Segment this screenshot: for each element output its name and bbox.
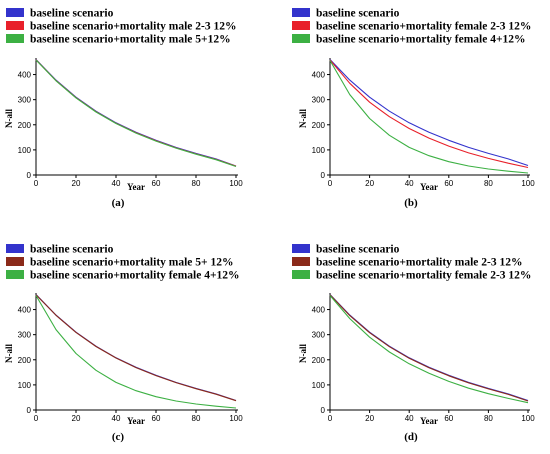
y-tick-label: 300 (312, 96, 326, 105)
x-tick-label: 40 (405, 179, 414, 188)
x-tick-label: 80 (484, 179, 493, 188)
y-tick-label: 400 (312, 71, 326, 80)
legend-label: baseline scenario (30, 8, 114, 20)
y-tick-label: 100 (18, 381, 32, 390)
x-tick-label: 100 (521, 414, 535, 423)
series-line-1 (35, 59, 237, 167)
y-tick-label: 0 (27, 406, 32, 415)
x-tick-label: 0 (34, 179, 39, 188)
y-axis-label: N-all (4, 109, 14, 128)
y-axis-label: N-all (298, 344, 308, 363)
y-tick-label: 300 (312, 331, 326, 340)
x-tick-label: 40 (405, 414, 414, 423)
panel-label: (d) (404, 431, 418, 443)
x-tick-label: 60 (152, 179, 161, 188)
legend-label: baseline scenario+mortality male 2-3 12% (30, 21, 237, 33)
series-line-3 (329, 295, 529, 404)
y-tick-label: 100 (18, 146, 32, 155)
series-line-3 (329, 60, 529, 174)
legend-swatch (292, 21, 310, 30)
series-line-3 (35, 295, 237, 409)
x-tick-label: 20 (365, 179, 374, 188)
x-tick-label: 20 (72, 414, 81, 423)
y-tick-label: 400 (18, 71, 32, 80)
series-line-3 (35, 59, 237, 168)
legend-label: baseline scenario+mortality male 5+12% (30, 34, 231, 46)
x-tick-label: 0 (328, 179, 333, 188)
x-axis-label: Year (420, 182, 438, 192)
y-tick-label: 100 (312, 381, 326, 390)
legend-label: baseline scenario+mortality male 2-3 12% (316, 257, 523, 269)
series-line-2 (35, 59, 237, 167)
x-tick-label: 0 (34, 414, 39, 423)
y-tick-label: 0 (27, 171, 32, 180)
y-tick-label: 0 (321, 406, 326, 415)
x-tick-label: 0 (328, 414, 333, 423)
x-tick-label: 80 (484, 414, 493, 423)
y-tick-label: 200 (312, 356, 326, 365)
x-axis-label: Year (420, 416, 438, 426)
legend-swatch (6, 270, 24, 279)
legend-swatch (6, 244, 24, 253)
y-tick-label: 200 (18, 121, 32, 130)
series-line-1 (329, 294, 529, 402)
panel-label: (b) (404, 197, 418, 209)
legend-label: baseline scenario+mortality female 2-3 1… (316, 270, 531, 282)
legend-swatch (292, 270, 310, 279)
x-tick-label: 100 (229, 414, 243, 423)
y-tick-label: 0 (321, 171, 326, 180)
x-tick-label: 80 (192, 414, 201, 423)
y-axis-label: N-all (298, 109, 308, 128)
x-tick-label: 60 (444, 414, 453, 423)
x-axis-label: Year (127, 182, 145, 192)
series-line-2 (329, 294, 529, 402)
series-line-1 (35, 294, 237, 402)
legend-swatch (6, 34, 24, 43)
y-tick-label: 400 (18, 306, 32, 315)
series-line-1 (329, 59, 529, 167)
legend-swatch (292, 244, 310, 253)
legend-swatch (292, 257, 310, 266)
x-tick-label: 60 (444, 179, 453, 188)
legend-label: baseline scenario+mortality female 2-3 1… (316, 21, 531, 33)
y-tick-label: 200 (312, 121, 326, 130)
x-tick-label: 40 (112, 179, 121, 188)
y-tick-label: 200 (18, 356, 32, 365)
legend-label: baseline scenario (316, 244, 400, 256)
legend-swatch (6, 8, 24, 17)
legend-swatch (292, 8, 310, 17)
legend-label: baseline scenario+mortality female 4+12% (316, 34, 526, 46)
x-axis-label: Year (127, 416, 145, 426)
panel-label: (a) (112, 197, 125, 209)
x-tick-label: 100 (521, 179, 535, 188)
legend-swatch (292, 34, 310, 43)
legend-swatch (6, 257, 24, 266)
series-line-2 (329, 59, 529, 169)
x-tick-label: 60 (152, 414, 161, 423)
x-tick-label: 20 (72, 179, 81, 188)
y-tick-label: 400 (312, 306, 326, 315)
legend-swatch (6, 21, 24, 30)
y-tick-label: 300 (18, 96, 32, 105)
panel-label: (c) (112, 431, 125, 443)
legend-label: baseline scenario+mortality male 5+ 12% (30, 257, 233, 269)
x-tick-label: 40 (112, 414, 121, 423)
x-tick-label: 20 (365, 414, 374, 423)
legend-label: baseline scenario (316, 8, 400, 20)
x-tick-label: 100 (229, 179, 243, 188)
y-axis-label: N-all (4, 344, 14, 363)
y-tick-label: 300 (18, 331, 32, 340)
legend-label: baseline scenario (30, 244, 114, 256)
y-tick-label: 100 (312, 146, 326, 155)
series-line-2 (35, 294, 237, 402)
legend-label: baseline scenario+mortality female 4+12% (30, 270, 240, 282)
x-tick-label: 80 (192, 179, 201, 188)
